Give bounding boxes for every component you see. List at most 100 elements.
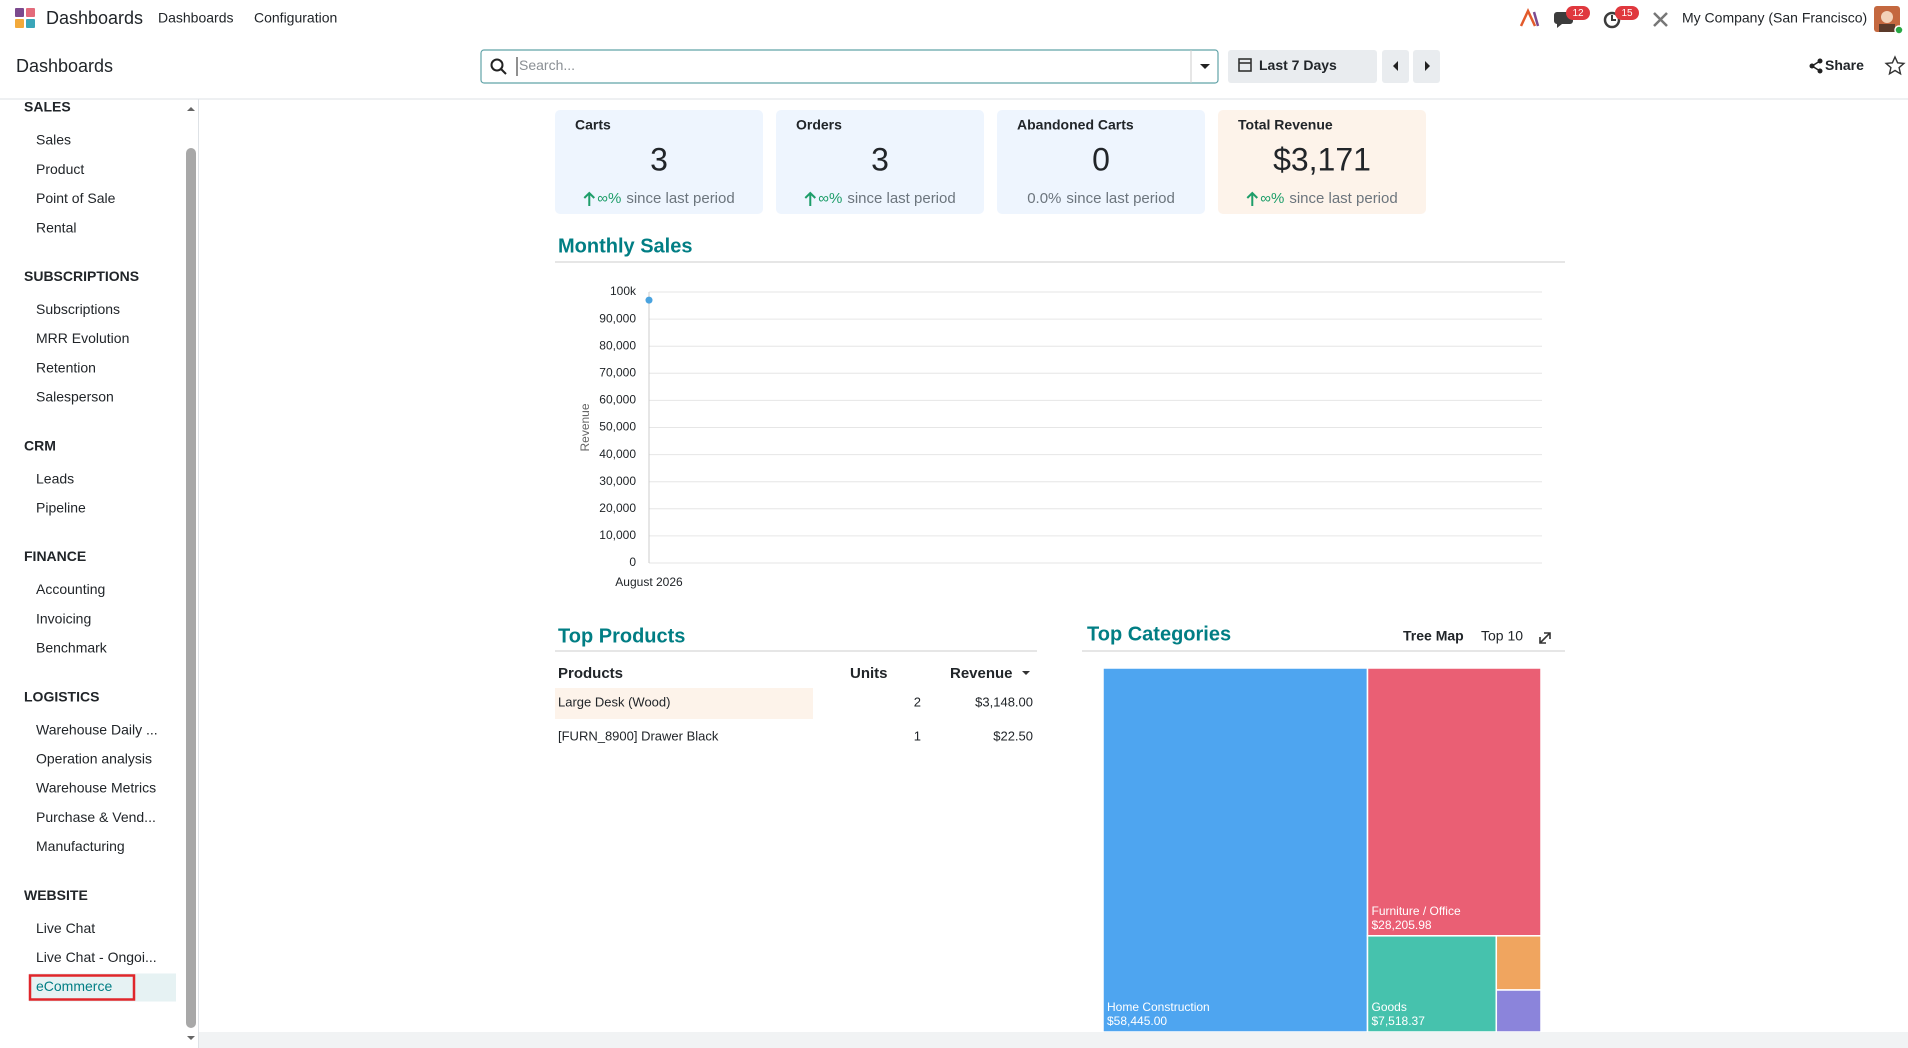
- tools-icon[interactable]: [1653, 12, 1668, 27]
- search-box[interactable]: [480, 49, 1219, 84]
- sidebar-item[interactable]: Pipeline: [36, 500, 86, 516]
- treemap-value: $58,445.00: [1107, 1014, 1167, 1028]
- sidebar-section: SUBSCRIPTIONS: [24, 268, 139, 284]
- y-tick-label: 10,000: [599, 528, 636, 542]
- sidebar-item[interactable]: Live Chat - Ongoi...: [36, 949, 157, 965]
- menu-item[interactable]: Dashboards: [158, 10, 234, 26]
- scroll-up[interactable]: [187, 107, 195, 111]
- sidebar-item[interactable]: eCommerce: [36, 978, 112, 994]
- sidebar-item[interactable]: Salesperson: [36, 389, 114, 405]
- sidebar-item[interactable]: Invoicing: [36, 610, 91, 626]
- sidebar-item[interactable]: Leads: [36, 470, 74, 486]
- sidebar-item[interactable]: Retention: [36, 359, 96, 375]
- prev-arrow: [1393, 61, 1398, 71]
- sidebar-item[interactable]: Accounting: [36, 581, 105, 597]
- activity-icon[interactable]: [1603, 11, 1621, 29]
- breadcrumb: Dashboards: [16, 56, 113, 76]
- app-name[interactable]: Dashboards: [46, 8, 143, 28]
- kpi-trend-line: ∞% since last period: [597, 190, 734, 207]
- treemap-cell[interactable]: [1495, 989, 1542, 1033]
- treemap-cell[interactable]: [1366, 667, 1542, 937]
- sort-caret: [1022, 671, 1030, 675]
- table-cell: $3,148.00: [975, 694, 1033, 709]
- column-header[interactable]: Products: [558, 665, 623, 682]
- active-item-bg: [29, 973, 176, 1002]
- kpi-note: since last period: [1289, 190, 1397, 207]
- x-tick-label: August 2026: [615, 575, 683, 589]
- horizontal-scrollbar: [199, 1032, 1908, 1048]
- menu-item[interactable]: Configuration: [254, 10, 337, 26]
- treemap-value: $7,518.37: [1372, 1014, 1426, 1028]
- kpi-title: Total Revenue: [1238, 117, 1333, 133]
- scroll-down[interactable]: [187, 1036, 195, 1040]
- y-tick-label: 70,000: [599, 365, 636, 379]
- navbar: [0, 0, 1908, 38]
- sidebar-item[interactable]: Warehouse Daily ...: [36, 721, 158, 737]
- section-title: Monthly Sales: [558, 235, 692, 257]
- y-axis-label: Revenue: [578, 403, 592, 451]
- treemap-cell[interactable]: [1102, 667, 1369, 1033]
- sidebar-item[interactable]: Rental: [36, 219, 76, 235]
- search-toggle[interactable]: [1200, 64, 1210, 69]
- table-cell: $22.50: [993, 728, 1033, 743]
- expand-icon[interactable]: [1539, 632, 1551, 644]
- table-cell[interactable]: Large Desk (Wood): [558, 694, 670, 709]
- kpi-title: Carts: [575, 117, 611, 133]
- sidebar-item[interactable]: Live Chat: [36, 920, 95, 936]
- search-icon: [490, 58, 507, 75]
- y-tick-label: 60,000: [599, 393, 636, 407]
- column-header[interactable]: Revenue: [950, 665, 1013, 682]
- badge-count: 15: [1621, 8, 1633, 19]
- sidebar-item[interactable]: Subscriptions: [36, 301, 120, 317]
- sidebar-section: LOGISTICS: [24, 688, 99, 704]
- ai-icon[interactable]: [1519, 8, 1540, 27]
- badge-count: 12: [1572, 8, 1584, 19]
- treemap-cell[interactable]: [1495, 935, 1542, 991]
- sidebar-item[interactable]: Sales: [36, 132, 71, 148]
- kpi-card[interactable]: [776, 110, 984, 214]
- sidebar-section: CRM: [24, 437, 56, 453]
- treemap-value: $28,205.98: [1372, 918, 1432, 932]
- share-button[interactable]: Share: [1825, 57, 1864, 73]
- section-title: Top Categories: [1087, 623, 1231, 645]
- sidebar-item[interactable]: Operation analysis: [36, 751, 152, 767]
- sidebar-item[interactable]: Purchase & Vend...: [36, 809, 156, 825]
- sidebar-item[interactable]: Warehouse Metrics: [36, 780, 156, 796]
- view-option[interactable]: Tree Map: [1403, 628, 1464, 644]
- sidebar-item[interactable]: Benchmark: [36, 640, 108, 656]
- calendar-icon: [1238, 58, 1252, 72]
- kpi-card[interactable]: [1218, 110, 1426, 214]
- app-icon[interactable]: [15, 8, 35, 28]
- company-switcher[interactable]: My Company (San Francisco): [1682, 10, 1867, 26]
- favorite-star[interactable]: [1884, 55, 1906, 76]
- sidebar-item[interactable]: Manufacturing: [36, 838, 125, 854]
- kpi-value: 3: [871, 141, 889, 177]
- column-header[interactable]: Units: [850, 665, 888, 682]
- avatar[interactable]: [1874, 6, 1904, 35]
- kpi-trend: 0.0%: [1027, 190, 1061, 207]
- view-option[interactable]: Top 10: [1481, 628, 1523, 644]
- share-icon: [1809, 58, 1823, 74]
- sidebar-item[interactable]: MRR Evolution: [36, 330, 129, 346]
- kpi-trend: ∞%: [818, 190, 842, 207]
- sidebar-section: FINANCE: [24, 548, 86, 564]
- kpi-card[interactable]: [997, 110, 1205, 214]
- y-tick-label: 50,000: [599, 420, 636, 434]
- kpi-card[interactable]: [555, 110, 763, 214]
- search-placeholder[interactable]: Search...: [519, 57, 575, 73]
- table-cell[interactable]: [FURN_8900] Drawer Black: [558, 728, 719, 743]
- badge: [1566, 6, 1590, 20]
- sidebar-section: SALES: [24, 99, 71, 115]
- date-filter[interactable]: [1228, 50, 1377, 83]
- badge: [1615, 6, 1639, 20]
- scroll-thumb[interactable]: [186, 148, 196, 1028]
- date-filter-label[interactable]: Last 7 Days: [1259, 57, 1337, 73]
- y-tick-label: 80,000: [599, 338, 636, 352]
- sidebar-item[interactable]: Point of Sale: [36, 190, 116, 206]
- y-tick-label: 20,000: [599, 501, 636, 515]
- kpi-trend-line: ∞% since last period: [1260, 190, 1397, 207]
- sidebar-item[interactable]: Product: [36, 161, 84, 177]
- data-point: [645, 296, 653, 304]
- kpi-trend-line: 0.0% since last period: [1027, 190, 1175, 207]
- treemap-label: Goods: [1372, 1000, 1407, 1014]
